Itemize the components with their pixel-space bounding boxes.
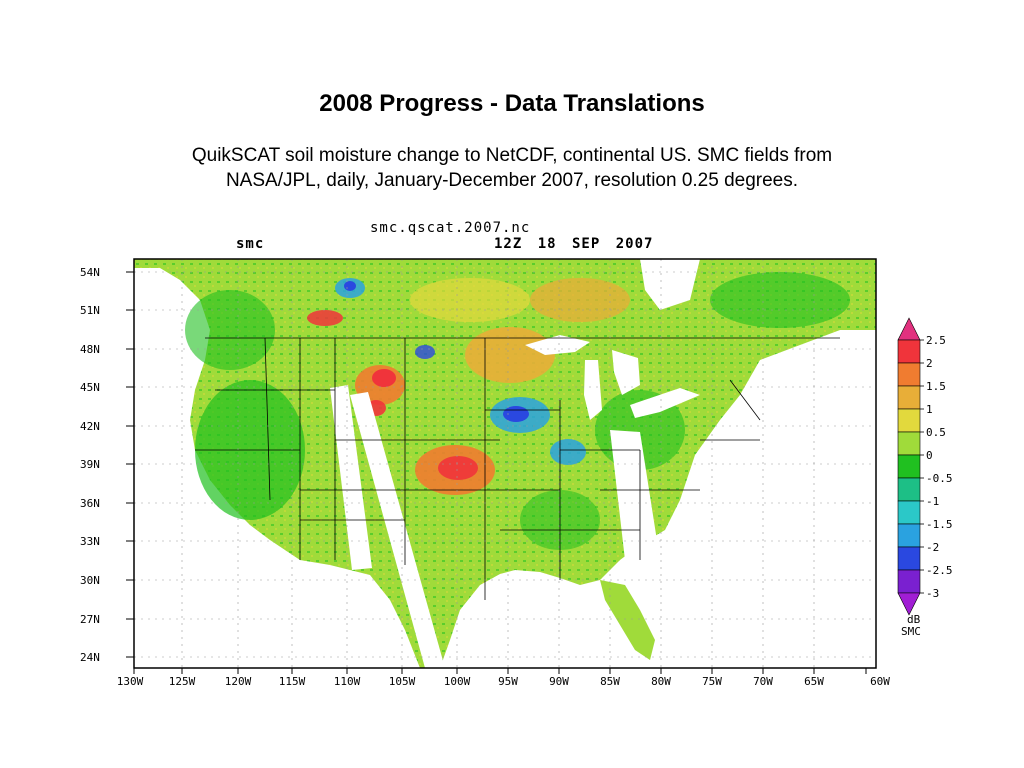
lat-label: 30N: [80, 574, 100, 587]
map-variable-name: smc: [236, 236, 265, 252]
map-timestamp: 12Z 18 SEP 2007: [494, 236, 654, 252]
map-file-name: smc.qscat.2007.nc: [370, 220, 531, 236]
swath-gap-central: [350, 392, 445, 668]
swath-gap-east: [610, 430, 660, 560]
colorbar-swatch: [897, 500, 921, 525]
colorbar-label: -3: [926, 587, 939, 600]
colorbar-swatch: [897, 385, 921, 410]
lat-label: 24N: [80, 651, 100, 664]
colorbar-label: -2: [926, 541, 939, 554]
colorbar-label: -2.5: [926, 564, 953, 577]
lon-axis: 130W 125W 120W 115W 110W 105W 100W 95W 9…: [117, 675, 891, 688]
lat-label: 39N: [80, 458, 100, 471]
colorbar-swatch: [897, 362, 921, 387]
lon-label: 60W: [870, 675, 890, 688]
colorbar-swatch: [897, 339, 921, 364]
lon-label: 80W: [651, 675, 671, 688]
boundary-lines: [195, 337, 840, 600]
colorbar-swatch: [897, 317, 921, 341]
colorbar-swatch: [897, 569, 921, 594]
lat-label: 27N: [80, 613, 100, 626]
colorbar-label: 2.5: [926, 334, 946, 347]
colorbar-label: 0.5: [926, 426, 946, 439]
colorbar-label: 1.5: [926, 380, 946, 393]
lat-label: 42N: [80, 420, 100, 433]
lat-label: 36N: [80, 497, 100, 510]
colorbar-swatch: [897, 431, 921, 456]
colorbar-swatch: [897, 408, 921, 433]
lake-superior: [525, 335, 590, 355]
colorbar-label: -1.5: [926, 518, 953, 531]
lon-label: 85W: [600, 675, 620, 688]
lat-label: 54N: [80, 266, 100, 279]
land-florida: [600, 580, 655, 660]
lon-label: 100W: [444, 675, 471, 688]
lon-label: 75W: [702, 675, 722, 688]
colorbar-label: -1: [926, 495, 939, 508]
swath-gap-west: [330, 385, 372, 570]
lon-label: 65W: [804, 675, 824, 688]
lon-label: 110W: [334, 675, 361, 688]
lon-label: 115W: [279, 675, 306, 688]
colorbar-swatch: [897, 454, 921, 479]
colorbar: 2.5 2 1.5 1 0.5 0 -0.5 -1 -1.5 -2 -2.5 -3 dB SMC: [897, 317, 953, 638]
colorbar-label: 2: [926, 357, 933, 370]
colorbar-swatch: [897, 546, 921, 571]
lake-erie-ontario: [630, 388, 700, 418]
subtitle-line-1: QuikSCAT soil moisture change to NetCDF,…: [191, 145, 833, 166]
colorbar-label: 0: [926, 449, 933, 462]
colorbar-swatch: [897, 477, 921, 502]
lake-huron: [612, 350, 640, 395]
colorbar-unit: dB: [907, 613, 921, 626]
colorbar-swatch: [897, 523, 921, 548]
lon-label: 105W: [389, 675, 416, 688]
lat-label: 45N: [80, 381, 100, 394]
lat-label: 33N: [80, 535, 100, 548]
colorbar-swatch: [897, 592, 921, 616]
subtitle-line-2: NASA/JPL, daily, January-December 2007, …: [225, 170, 799, 191]
lon-label: 125W: [169, 675, 196, 688]
colorbar-label: 1: [926, 403, 933, 416]
colorbar-label: -0.5: [926, 472, 953, 485]
lat-label: 48N: [80, 343, 100, 356]
lake-michigan: [584, 360, 602, 420]
slide-subtitle: QuikSCAT soil moisture change to NetCDF,…: [100, 143, 924, 193]
colorbar-unit: SMC: [901, 625, 921, 638]
soil-moisture-field: [134, 259, 876, 668]
lat-axis: 54N 51N 48N 45N 42N 39N 36N 33N 30N 27N …: [80, 266, 100, 664]
graticule: [134, 259, 876, 668]
lon-label: 90W: [549, 675, 569, 688]
lat-label: 51N: [80, 304, 100, 317]
slide-title: 2008 Progress - Data Translations: [319, 90, 705, 117]
lon-label: 130W: [117, 675, 144, 688]
lon-label: 70W: [753, 675, 773, 688]
lon-label: 95W: [498, 675, 518, 688]
lon-label: 120W: [225, 675, 252, 688]
